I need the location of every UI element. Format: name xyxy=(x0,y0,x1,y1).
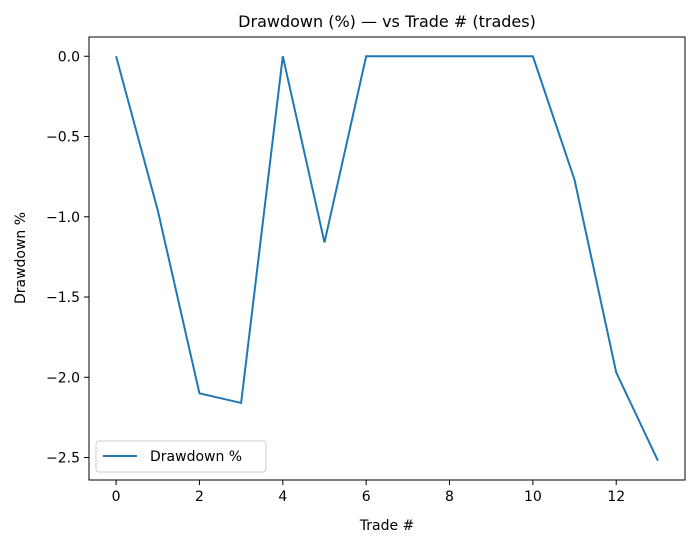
legend-label: Drawdown % xyxy=(150,449,242,465)
x-tick-label: 10 xyxy=(524,489,542,505)
y-tick-label: 0.0 xyxy=(58,49,80,65)
x-tick-label: 4 xyxy=(278,489,287,505)
y-tick-label: −2.5 xyxy=(46,451,80,467)
x-tick-label: 6 xyxy=(362,489,371,505)
x-tick-label: 12 xyxy=(607,489,625,505)
y-tick-label: −0.5 xyxy=(46,130,80,146)
legend: Drawdown % xyxy=(95,440,267,473)
y-axis-label: Drawdown % xyxy=(13,212,29,304)
plot-frame xyxy=(88,36,686,481)
y-tick-label: −2.0 xyxy=(46,370,80,386)
y-tick-label: −1.0 xyxy=(46,210,80,226)
y-tick-label: −1.5 xyxy=(46,290,80,306)
x-tick-label: 0 xyxy=(112,489,121,505)
series-line-drawdown xyxy=(115,55,659,462)
x-tick-label: 2 xyxy=(195,489,204,505)
x-tick-label: 8 xyxy=(445,489,454,505)
chart-title: Drawdown (%) — vs Trade # (trades) xyxy=(238,12,536,31)
x-axis-label: Trade # xyxy=(359,518,415,534)
